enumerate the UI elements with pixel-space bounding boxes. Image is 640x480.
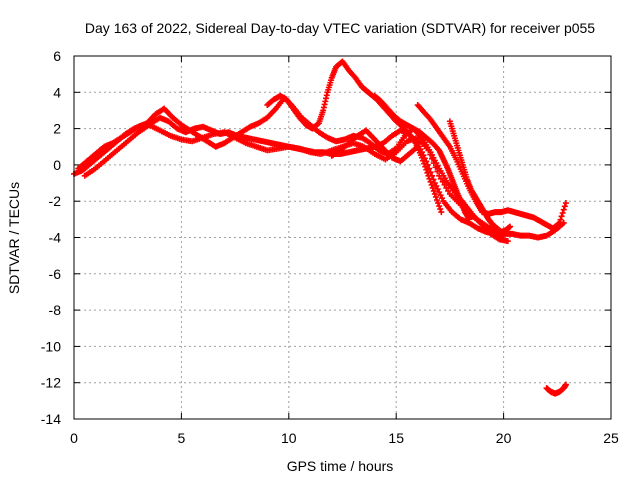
data-point: [443, 184, 450, 191]
data-marks: [71, 58, 569, 397]
data-point: [423, 166, 430, 173]
data-point: [435, 200, 442, 207]
data-point: [424, 169, 431, 176]
data-point: [434, 196, 441, 203]
y-tick-label: 4: [53, 84, 61, 100]
data-point: [441, 181, 448, 188]
data-point: [438, 209, 445, 216]
data-point: [434, 186, 441, 193]
data-point: [429, 155, 435, 162]
series-track-e: [371, 92, 473, 223]
data-point: [431, 190, 438, 197]
data-point: [432, 193, 439, 200]
data-point: [445, 187, 452, 194]
y-tick-label: -12: [41, 375, 61, 391]
data-point: [418, 154, 425, 161]
data-point: [560, 206, 567, 213]
data-point: [426, 175, 433, 182]
data-point: [427, 178, 434, 185]
data-point: [561, 203, 568, 210]
data-point: [421, 160, 428, 167]
data-point: [466, 216, 473, 223]
data-point: [414, 143, 421, 150]
x-tick-label: 25: [603, 430, 619, 446]
y-tick-label: 0: [53, 157, 61, 173]
data-point: [427, 151, 434, 158]
data-point: [434, 168, 441, 175]
y-tick-label: -4: [49, 230, 62, 246]
series-track-c: [81, 121, 507, 239]
data-point: [433, 183, 440, 190]
data-point: [420, 157, 427, 164]
data-point: [556, 219, 563, 226]
data-point: [555, 220, 562, 227]
x-tick-label: 5: [178, 430, 186, 446]
data-point: [431, 180, 438, 187]
data-point: [439, 195, 446, 202]
data-point: [432, 164, 439, 171]
data-point: [430, 160, 437, 167]
y-tick-label: -14: [41, 411, 61, 427]
x-tick-label: 15: [388, 430, 404, 446]
data-point: [430, 187, 437, 194]
chart-title: Day 163 of 2022, Sidereal Day-to-day VTE…: [85, 20, 595, 36]
series-track-i: [543, 381, 569, 397]
data-point: [557, 216, 564, 223]
y-axis-label: SDTVAR / TECUs: [6, 182, 22, 294]
data-point: [437, 192, 444, 199]
data-point: [439, 178, 446, 185]
x-tick-label: 20: [496, 430, 512, 446]
data-point: [429, 184, 436, 191]
y-tick-label: 6: [53, 48, 61, 64]
data-point: [436, 189, 443, 196]
series-track-b: [75, 94, 511, 245]
series-track-g: [446, 118, 514, 236]
y-tick-label: -8: [49, 302, 62, 318]
plot-frame: [73, 55, 612, 420]
data-point: [425, 147, 432, 154]
x-tick-label: 0: [70, 430, 78, 446]
data-point: [437, 175, 444, 182]
y-tick-label: -6: [49, 266, 62, 282]
tick-labels: 0 5 10 15 20 25 -14 -12 -10 -8 -6 -4 -2 0 2 4 6: [41, 48, 619, 446]
x-tick-label: 10: [281, 430, 297, 446]
series-track-h: [328, 127, 421, 165]
data-point: [507, 223, 514, 230]
data-point: [436, 203, 443, 210]
data-point: [559, 209, 566, 216]
data-point: [558, 213, 565, 220]
y-tick-label: -10: [41, 338, 61, 354]
x-axis-label: GPS time / hours: [287, 458, 394, 474]
data-point: [425, 172, 432, 179]
data-point: [437, 206, 444, 213]
data-point: [436, 172, 443, 179]
data-point: [314, 121, 321, 128]
y-tick-label: -2: [49, 193, 62, 209]
y-tick-label: 2: [53, 121, 61, 137]
data-point: [504, 238, 511, 245]
data-point: [428, 181, 435, 188]
data-point: [562, 200, 569, 207]
data-point: [422, 163, 429, 170]
data-point: [562, 381, 569, 388]
